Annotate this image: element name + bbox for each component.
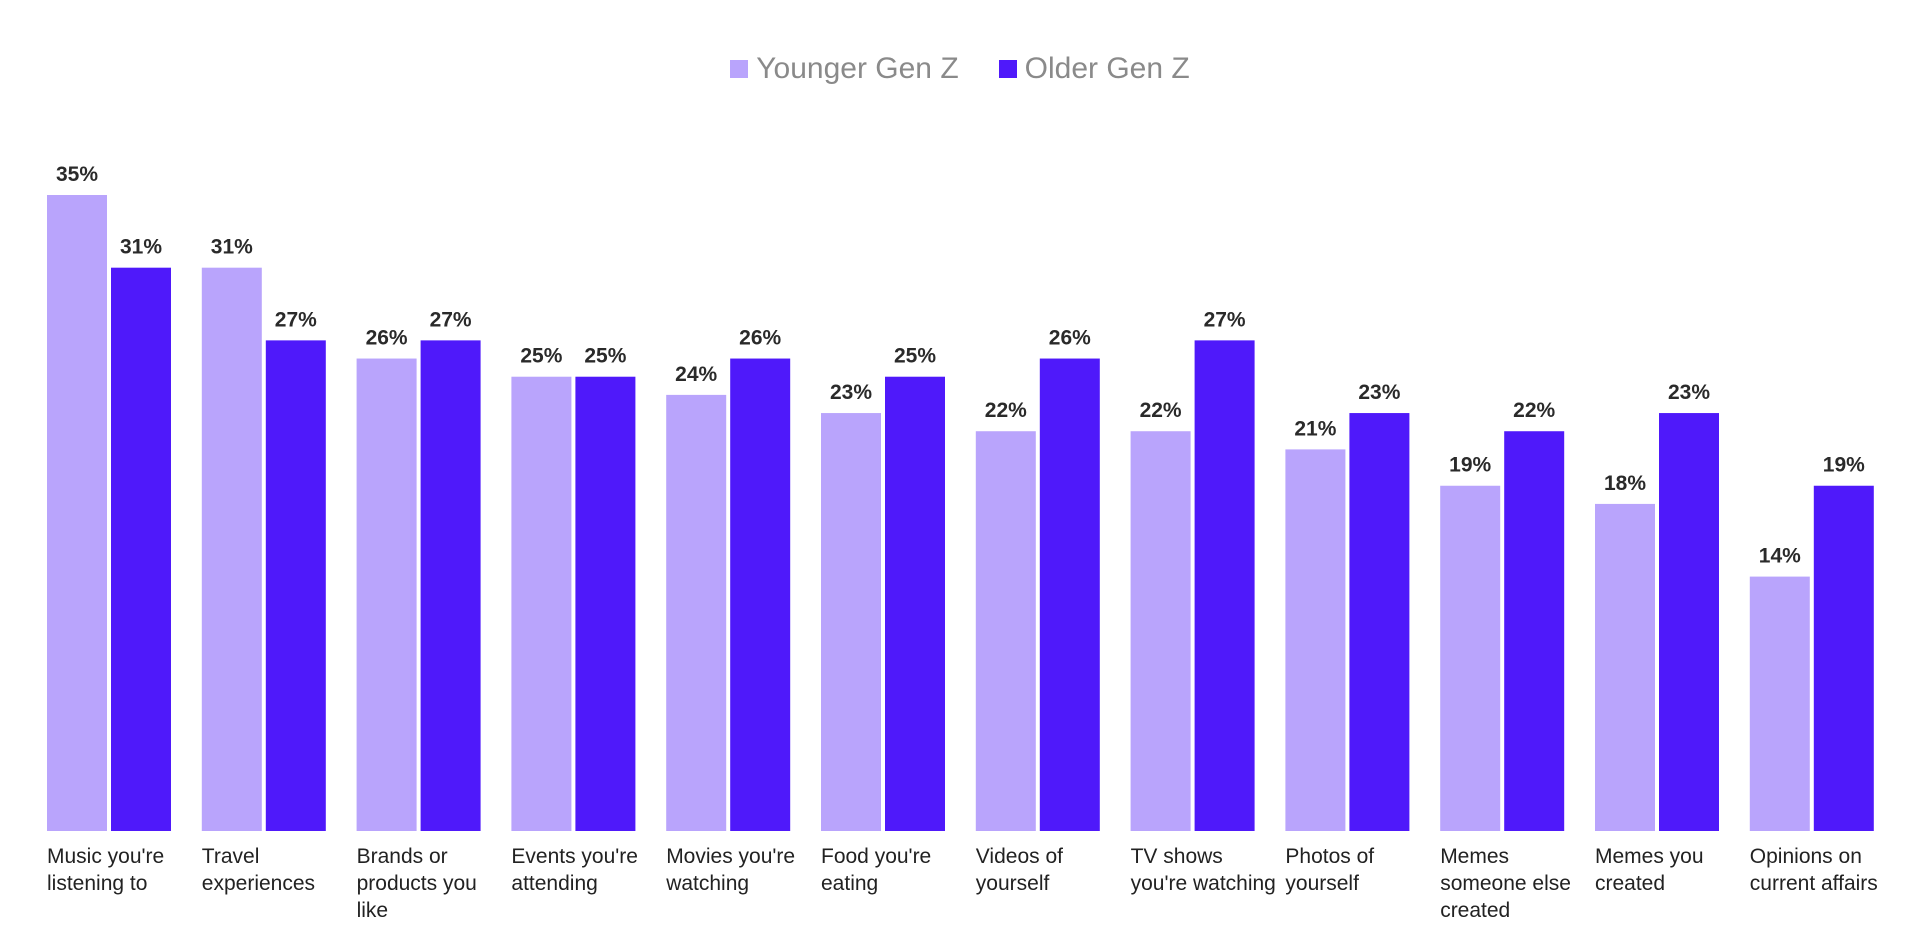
bar-younger-11 [1749, 576, 1810, 831]
data-label-older-4: 26% [739, 327, 781, 350]
bar-older-1 [265, 340, 326, 831]
data-label-older-6: 26% [1049, 327, 1091, 350]
category-label-6: Videos of yourself [976, 845, 1063, 895]
bar-older-8 [1349, 413, 1410, 831]
category-label-0: Music you're listening to [47, 845, 164, 895]
bar-younger-3 [511, 376, 572, 831]
data-label-older-7: 27% [1204, 308, 1246, 331]
data-label-older-2: 27% [430, 308, 472, 331]
data-label-younger-10: 18% [1604, 472, 1646, 495]
category-label-7: TV shows you're watching [1131, 845, 1276, 895]
bar-older-10 [1659, 413, 1719, 831]
bar-younger-2 [356, 358, 417, 831]
data-label-older-5: 25% [894, 345, 936, 368]
bar-older-6 [1039, 358, 1100, 831]
data-label-younger-6: 22% [985, 399, 1027, 422]
bar-younger-0 [47, 195, 107, 831]
category-label-2: Brands or products you like [357, 845, 477, 922]
bar-younger-5 [821, 413, 881, 831]
data-label-older-10: 23% [1668, 381, 1710, 404]
bar-younger-9 [1440, 485, 1501, 831]
data-label-younger-11: 14% [1759, 545, 1801, 568]
legend-label-older-gen-z: Older Gen Z [1024, 52, 1190, 85]
bar-older-0 [111, 267, 171, 832]
legend-swatch-younger-gen-z [730, 60, 749, 78]
data-label-older-11: 19% [1823, 454, 1865, 477]
data-label-younger-5: 23% [830, 381, 872, 404]
data-label-older-3: 25% [584, 345, 626, 368]
bar-older-5 [885, 376, 945, 831]
legend-item-younger-gen-z: Younger Gen Z [730, 52, 959, 86]
bar-younger-8 [1285, 449, 1346, 831]
data-label-younger-0: 35% [56, 163, 98, 186]
bar-younger-4 [666, 394, 727, 831]
bar-younger-1 [201, 267, 262, 832]
data-label-younger-4: 24% [675, 363, 717, 386]
data-label-younger-2: 26% [366, 327, 408, 350]
bar-older-7 [1194, 340, 1255, 831]
category-label-1: Travel experiences [202, 845, 315, 895]
category-label-5: Food you're eating [821, 845, 931, 895]
bar-older-11 [1813, 485, 1874, 831]
category-label-3: Events you're attending [511, 845, 638, 895]
category-label-9: Memes someone else created [1440, 845, 1571, 922]
data-label-younger-9: 19% [1449, 454, 1491, 477]
bar-younger-6 [975, 431, 1036, 831]
data-label-younger-3: 25% [520, 345, 562, 368]
data-label-older-0: 31% [120, 236, 162, 259]
data-label-older-1: 27% [275, 308, 317, 331]
data-label-younger-8: 21% [1294, 417, 1336, 440]
data-label-older-9: 22% [1513, 399, 1555, 422]
bar-older-9 [1504, 431, 1565, 831]
bar-older-4 [730, 358, 791, 831]
data-label-younger-7: 22% [1140, 399, 1182, 422]
legend: Younger Gen Z Older Gen Z [0, 52, 1920, 86]
legend-label-younger-gen-z: Younger Gen Z [756, 52, 959, 85]
data-label-younger-1: 31% [211, 236, 253, 259]
bar-younger-7 [1130, 431, 1191, 831]
category-label-11: Opinions on current affairs [1750, 845, 1878, 895]
legend-item-older-gen-z: Older Gen Z [998, 52, 1190, 86]
category-label-10: Memes you created [1595, 845, 1704, 895]
category-label-8: Photos of yourself [1285, 845, 1374, 895]
legend-swatch-older-gen-z [998, 60, 1017, 78]
bar-older-2 [420, 340, 481, 831]
bar-younger-10 [1595, 503, 1655, 831]
category-label-4: Movies you're watching [665, 845, 795, 895]
data-label-older-8: 23% [1358, 381, 1400, 404]
bar-older-3 [575, 376, 636, 831]
